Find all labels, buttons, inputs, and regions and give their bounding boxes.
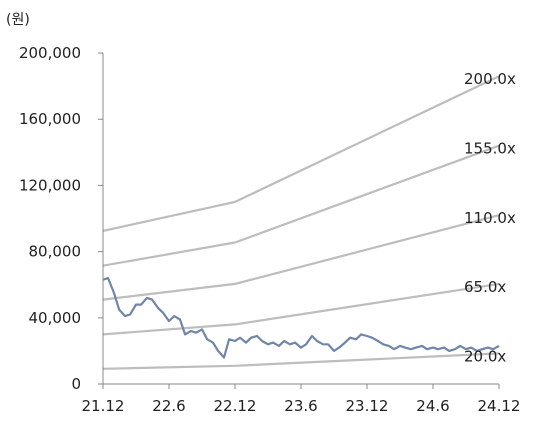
band-label: 200.0x bbox=[464, 70, 516, 88]
band-label: 20.0x bbox=[464, 347, 506, 365]
y-tick-label: 120,000 bbox=[19, 176, 81, 194]
y-tick-label: 80,000 bbox=[29, 243, 82, 261]
band-line-3 bbox=[102, 282, 500, 336]
price-series bbox=[102, 277, 500, 359]
band-label: 65.0x bbox=[464, 278, 506, 296]
y-tick-label: 160,000 bbox=[19, 110, 81, 128]
band-label: 110.0x bbox=[464, 209, 516, 227]
band-labels: 200.0x 155.0x 110.0x 65.0x 20.0x bbox=[464, 70, 516, 365]
band-line-0 bbox=[102, 75, 500, 232]
x-tick-label: 21.12 bbox=[82, 397, 125, 415]
axes: 0 40,000 80,000 120,000 160,000 200,000 21.12 2… bbox=[19, 44, 521, 415]
y-unit-label: (원) bbox=[6, 12, 30, 28]
x-tick-label: 23.6 bbox=[284, 397, 317, 415]
price-line bbox=[102, 277, 500, 359]
x-tick-label: 23.12 bbox=[346, 397, 389, 415]
band-label: 155.0x bbox=[464, 140, 516, 158]
x-tick-label: 24.12 bbox=[478, 397, 521, 415]
band-lines bbox=[102, 75, 500, 370]
x-tick-label: 22.12 bbox=[214, 397, 257, 415]
x-tick-label: 24.6 bbox=[416, 397, 449, 415]
x-tick-label: 22.6 bbox=[152, 397, 185, 415]
y-tick-label: 0 bbox=[71, 375, 81, 393]
y-tick-label: 200,000 bbox=[19, 44, 81, 62]
band-line-4 bbox=[102, 352, 500, 370]
band-line-1 bbox=[102, 144, 500, 267]
band-line-2 bbox=[102, 214, 500, 301]
y-tick-label: 40,000 bbox=[29, 309, 82, 327]
